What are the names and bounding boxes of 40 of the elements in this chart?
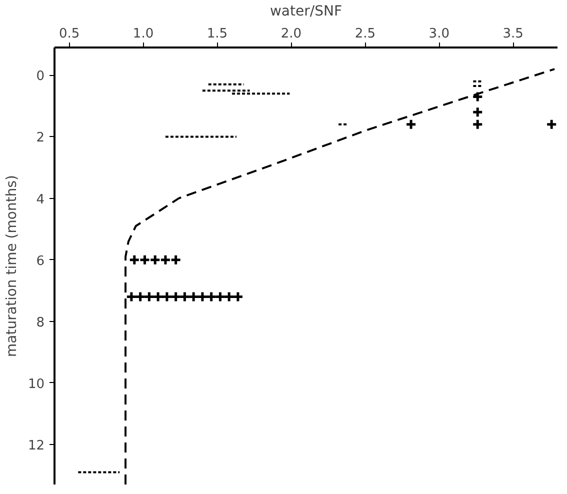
point — [223, 291, 235, 303]
point — [126, 291, 138, 303]
point — [170, 254, 182, 266]
x-axis-title: water/SNF — [270, 4, 342, 20]
point — [206, 291, 218, 303]
point — [178, 291, 190, 303]
y-tick-label: 10 — [28, 376, 45, 392]
point — [188, 291, 200, 303]
y-tick-label: 12 — [28, 438, 45, 454]
x-tick-label: 2.5 — [354, 26, 376, 42]
point — [472, 118, 484, 130]
point — [160, 254, 172, 266]
y-tick-label: 2 — [36, 130, 45, 146]
x-tick-label: 2.0 — [280, 26, 302, 42]
point — [214, 291, 226, 303]
point — [161, 291, 173, 303]
x-tick-label: 1.0 — [132, 26, 154, 42]
y-tick-label: 0 — [36, 69, 45, 84]
point — [232, 291, 244, 303]
point — [472, 106, 484, 118]
y-tick-label: 6 — [36, 254, 45, 269]
y-tick-label: 8 — [36, 315, 45, 330]
line-series — [124, 68, 556, 484]
point — [196, 291, 208, 303]
point — [546, 118, 558, 130]
x-tick-label: 3.5 — [502, 26, 524, 42]
point — [170, 291, 182, 303]
point — [152, 291, 164, 303]
point — [128, 254, 140, 266]
point — [143, 291, 155, 303]
point — [149, 254, 161, 266]
x-tick-label: 3.0 — [428, 26, 450, 42]
y-axis-title: maturation time (months) — [4, 175, 20, 357]
x-tick-label: 0.5 — [58, 26, 80, 42]
point — [405, 118, 417, 130]
x-tick-label: 1.5 — [206, 26, 228, 42]
point — [472, 90, 484, 102]
y-tick-label: 4 — [36, 192, 45, 208]
point — [134, 291, 146, 303]
point — [138, 254, 150, 266]
